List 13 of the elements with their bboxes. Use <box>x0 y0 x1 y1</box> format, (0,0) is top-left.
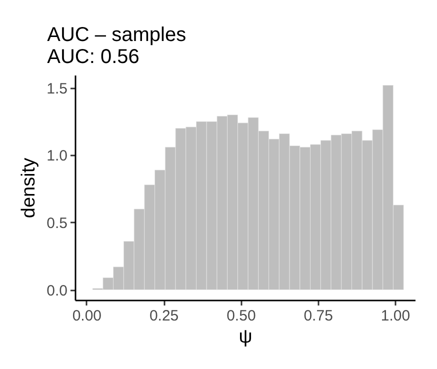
x-tick-label: 0.00 <box>72 308 102 324</box>
x-axis-title: ψ <box>238 326 252 348</box>
chart-subtitle: AUC: 0.56 <box>47 46 140 68</box>
x-tick-label: 0.25 <box>149 308 179 324</box>
x-tick-label: 0.75 <box>304 308 333 324</box>
y-tick-label: 1.5 <box>46 80 68 98</box>
y-tick-label: 1.0 <box>46 148 68 165</box>
y-tick-label: 0.0 <box>46 282 68 300</box>
x-tick-label: 1.00 <box>380 308 410 324</box>
x-tick-label: 0.50 <box>226 308 256 324</box>
chart-title: AUC – samples <box>47 24 186 46</box>
y-tick-label: 0.5 <box>46 214 68 232</box>
y-axis-title: density <box>18 157 40 218</box>
